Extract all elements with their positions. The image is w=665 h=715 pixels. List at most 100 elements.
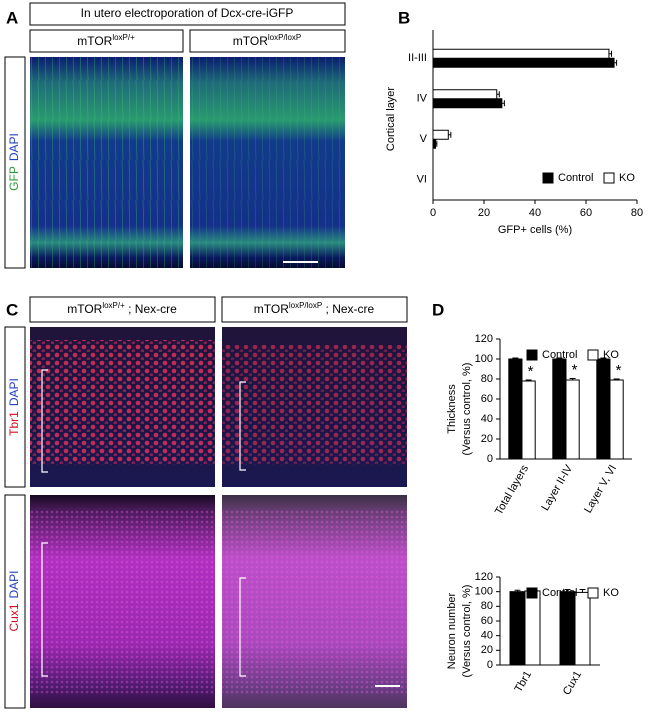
genotype: loxP/+ [112,33,135,42]
y-tick-label: 20 [481,644,493,656]
stain: GFP [7,166,21,191]
legend-swatch [587,349,599,361]
bar [565,379,580,460]
genotype: loxP/loxP [289,301,322,310]
bar [609,379,624,460]
micrograph-texture [190,57,345,268]
bracket [41,542,48,677]
gene: mTOR [233,34,268,48]
y-tick-label: 60 [481,393,493,405]
y-tick-label: 40 [481,630,493,642]
y-tick-label: 120 [475,333,493,345]
gene: mTOR [77,34,112,48]
y-tick-label: 0 [487,453,493,465]
significance-mark: * [572,361,578,378]
legend-label: Control [542,349,577,361]
error-bar [579,588,586,593]
stain: Tbr1 [7,411,21,436]
bar [432,138,437,149]
error-bar [569,378,576,380]
legend-swatch [603,172,615,184]
error-bar [448,131,452,138]
bar [524,590,541,666]
panel-label: D [432,300,444,319]
y-tick-label: 100 [475,586,493,598]
y-tick-label: 40 [481,413,493,425]
micrograph-texture [30,510,215,695]
panel-label: A [6,8,18,27]
y-axis-title: Thickness [446,384,458,434]
driver: ; Nex-cre [322,302,374,316]
legend-label: KO [603,587,619,599]
y-axis-title: Neuron number [446,592,458,669]
error-bar [514,589,521,592]
bar [432,98,503,109]
y-tick-label: IV [417,93,428,105]
error-bar [600,357,607,359]
x-tick-label: 20 [478,207,490,219]
error-bar [501,100,505,107]
gene: mTOR [67,302,102,316]
bar [552,358,567,460]
legend-swatch [587,587,599,599]
x-tick-label: 80 [631,207,643,219]
bar [508,358,523,460]
column-header: mTORloxP/+ [77,33,135,48]
x-tick-label: 0 [430,207,436,219]
bar [432,129,449,140]
y-tick-label: 80 [481,600,493,612]
bar [574,591,591,666]
stain: DAPI [7,570,21,598]
bar [559,591,576,666]
bar [521,380,536,460]
significance-mark: * [616,362,622,379]
gene: mTOR [254,302,289,316]
legend-swatch [526,587,538,599]
error-bar [614,59,618,66]
error-bar [556,357,563,359]
stain-label: Cux1 DAPI [7,570,21,631]
y-tick-label: 120 [475,571,493,583]
legend-label: KO [619,172,635,184]
y-tick-label: 100 [475,353,493,365]
genotype: loxP/+ [102,301,125,310]
side-box [4,494,26,709]
legend-label: Control [558,172,593,184]
micrograph-texture [222,510,407,695]
bracket [41,369,48,473]
header-box [29,29,184,53]
header-box [221,296,408,323]
stain: Cux1 [7,603,21,631]
column-header: mTORloxP/loxP [233,33,301,48]
column-header: mTORloxP/loxP ; Nex-cre [254,301,375,316]
x-axis-title: GFP+ cells (%) [498,224,572,236]
y-tick-label: 0 [487,659,493,671]
x-tick-label: 40 [529,207,541,219]
y-tick-label: VI [417,174,427,186]
x-tick-label: Cux1 [561,669,584,697]
error-bar [512,357,519,359]
legend-swatch [542,172,554,184]
micrograph-texture [30,340,215,465]
header-box [29,2,346,26]
micrograph-texture [30,57,183,268]
y-axis-title: (Versus control, %) [461,363,473,456]
x-tick-label: 60 [580,207,592,219]
bar [509,591,526,666]
error-bar [564,588,571,592]
column-header: mTORloxP/+ ; Nex-cre [67,301,177,316]
panel-title: In utero electroporation of Dcx-cre-iGFP [81,6,294,20]
legend-label: KO [603,349,619,361]
bracket [239,381,246,471]
header-box [189,29,346,53]
error-bar [525,379,532,381]
side-box [4,56,26,269]
side-box [4,326,26,488]
y-axis-title: Cortical layer [385,87,397,152]
y-tick-label: V [420,133,428,145]
y-tick-label: 80 [481,373,493,385]
genotype: loxP/loxP [268,33,301,42]
stain: DAPI [7,378,21,406]
y-tick-label: II-III [408,52,427,64]
